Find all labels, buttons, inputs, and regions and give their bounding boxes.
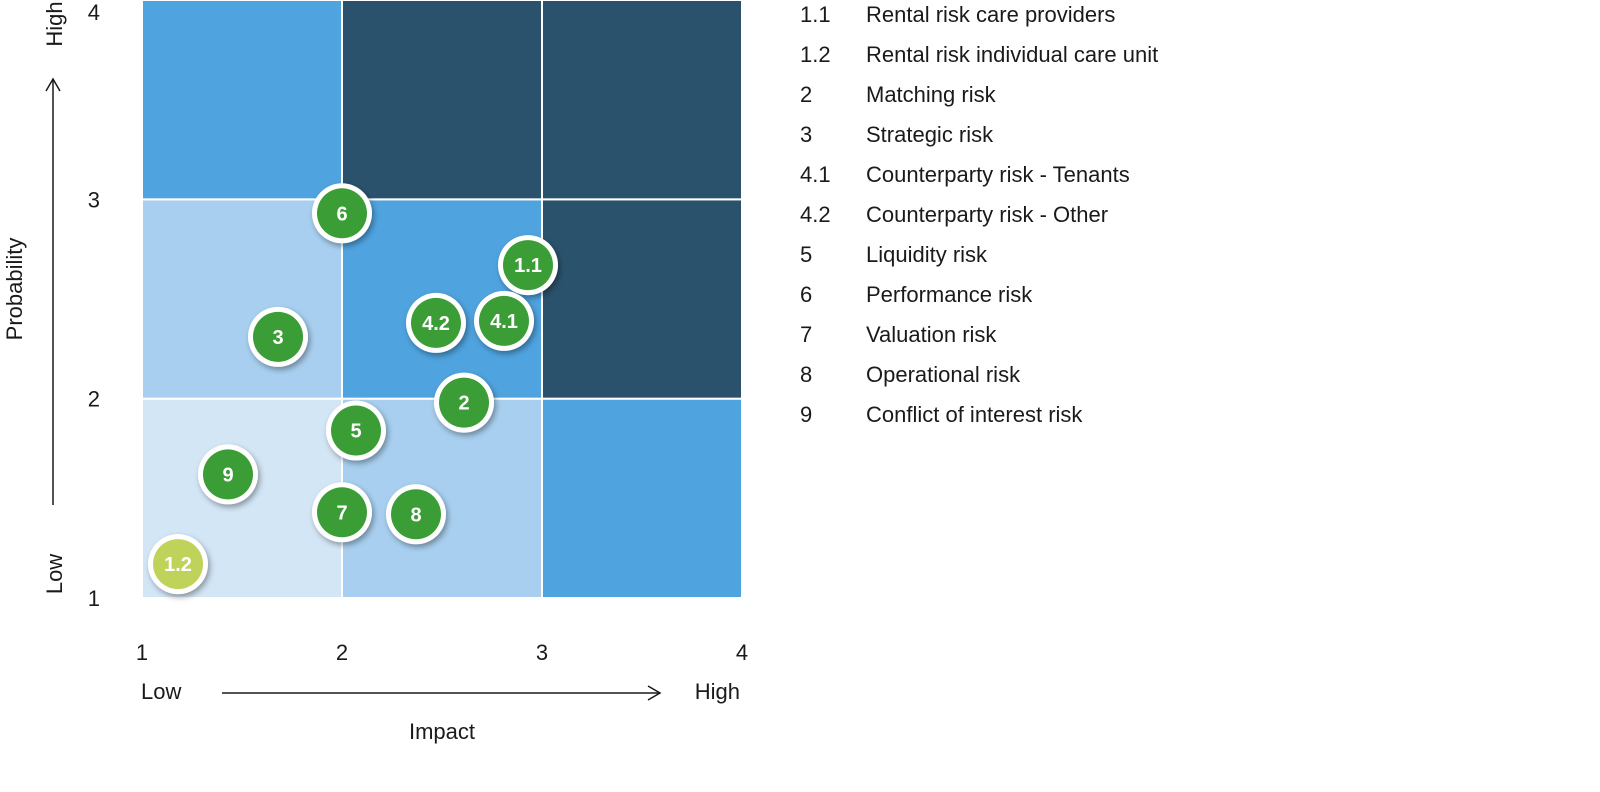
y-axis-title: Probability (2, 238, 27, 341)
legend-item: 2 Matching risk (800, 80, 1158, 120)
legend-name: Performance risk (866, 282, 1033, 307)
legend-code: 5 (800, 242, 813, 267)
y-tick-label: 3 (88, 187, 100, 212)
legend-item: 3 Strategic risk (800, 120, 1158, 160)
legend-name: Strategic risk (866, 122, 994, 147)
legend-item: 6 Performance risk (800, 280, 1158, 320)
legend-name: Operational risk (866, 362, 1021, 387)
bubble-label: 5 (350, 421, 361, 443)
risk-point-3: 3 (248, 306, 308, 367)
legend-item: 9 Conflict of interest risk (800, 400, 1158, 440)
legend-name: Matching risk (866, 82, 996, 107)
legend-code: 7 (800, 322, 813, 347)
risk-legend: 1.1 Rental risk care providers 1.2 Rental r… (800, 0, 1158, 440)
legend-name: Counterparty risk - Tenants (866, 162, 1130, 187)
bubble-fill (391, 489, 441, 540)
bubble-fill (503, 240, 553, 291)
x-axis-arrow (222, 685, 662, 701)
legend-item: 4.2 Counterparty risk - Other (800, 200, 1158, 240)
legend-code: 4.1 (800, 162, 831, 187)
legend-code: 1.2 (800, 42, 831, 67)
legend-name: Conflict of interest risk (866, 402, 1083, 427)
legend-item: 1.2 Rental risk individual care unit (800, 40, 1158, 80)
x-tick-label: 3 (536, 640, 548, 665)
bubble-label: 6 (336, 203, 347, 225)
y-tick-label: 2 (88, 387, 100, 412)
y-axis-ticks: 1 2 3 4 (88, 0, 100, 611)
bubble-fill (317, 487, 367, 538)
zone-cell-dark (541, 198, 743, 400)
bubble-fill (439, 377, 489, 428)
risk-point-5: 5 (326, 400, 386, 461)
zone-cell-light (141, 198, 343, 400)
legend-name: Valuation risk (866, 322, 997, 347)
legend-item: 1.1 Rental risk care providers (800, 0, 1158, 40)
x-tick-label: 2 (336, 640, 348, 665)
legend-name: Liquidity risk (866, 242, 988, 267)
x-axis-title: Impact (409, 719, 475, 744)
zone-cell-medium (541, 397, 743, 599)
x-tick-label: 4 (736, 640, 748, 665)
legend-code: 6 (800, 282, 813, 307)
bubble-label: 9 (222, 464, 233, 486)
bubble-fill (253, 311, 303, 362)
bubble-label: 2 (458, 393, 469, 415)
bubble-label: 1.2 (164, 554, 192, 576)
x-axis-low-label: Low (141, 679, 181, 704)
legend-code: 1.1 (800, 2, 831, 27)
y-axis-high-label: High (42, 1, 67, 46)
risk-bubbles: 6 1.1 3 4.2 4.1 2 5 9 7 8 1.2 (148, 183, 558, 595)
legend-name: Counterparty risk - Other (866, 202, 1109, 227)
bubble-fill (331, 405, 381, 456)
risk-zones (141, 0, 743, 599)
bubble-label: 4.2 (422, 313, 450, 335)
bubble-label: 3 (272, 327, 283, 349)
risk-point-4-1: 4.1 (474, 290, 534, 351)
x-tick-label: 1 (136, 640, 148, 665)
legend-code: 8 (800, 362, 813, 387)
zone-cell-medium (141, 0, 343, 201)
risk-point-9: 9 (198, 444, 258, 505)
y-tick-label: 4 (88, 0, 100, 25)
bubble-label: 7 (336, 502, 347, 524)
y-axis-low-label: Low (42, 554, 67, 594)
risk-point-7: 7 (312, 482, 372, 543)
bubble-fill (479, 295, 529, 346)
x-axis-high-label: High (695, 679, 740, 704)
legend-code: 9 (800, 402, 813, 427)
bubble-label: 4.1 (490, 311, 518, 333)
legend-name: Rental risk care providers (866, 2, 1116, 27)
bubble-label: 1.1 (514, 255, 542, 277)
legend-code: 4.2 (800, 202, 831, 227)
legend-code: 2 (800, 82, 813, 107)
zone-cell-dark (541, 0, 743, 201)
legend-code: 3 (800, 122, 813, 147)
zone-cell-dark (341, 0, 543, 201)
legend-name: Rental risk individual care unit (866, 42, 1159, 67)
y-axis-arrow (45, 77, 61, 505)
bubble-fill (203, 449, 253, 500)
risk-point-2: 2 (434, 372, 494, 433)
legend-item: 4.1 Counterparty risk - Tenants (800, 160, 1158, 200)
bubble-label: 8 (410, 504, 421, 526)
y-tick-label: 1 (88, 586, 100, 611)
risk-point-1-2: 1.2 (148, 534, 208, 595)
risk-point-1-1: 1.1 (498, 235, 558, 296)
x-axis-ticks: 1 2 3 4 (136, 640, 748, 665)
risk-point-4-2: 4.2 (406, 292, 466, 353)
legend-item: 7 Valuation risk (800, 320, 1158, 360)
risk-point-6: 6 (312, 183, 372, 244)
legend-item: 8 Operational risk (800, 360, 1158, 400)
bubble-fill (317, 188, 367, 239)
bubble-fill (153, 539, 203, 590)
legend-item: 5 Liquidity risk (800, 240, 1158, 280)
risk-point-8: 8 (386, 484, 446, 545)
bubble-fill (411, 297, 461, 348)
